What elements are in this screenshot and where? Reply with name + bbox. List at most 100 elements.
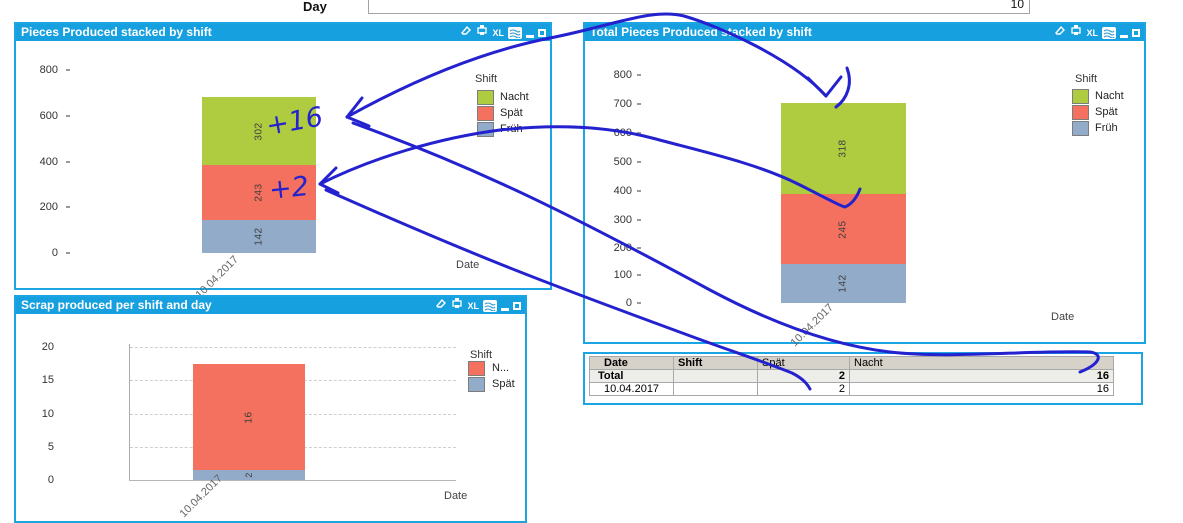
total-ytick: 600 <box>613 127 632 139</box>
pieces-legend-label-frueh: Früh <box>500 123 523 135</box>
window-scrap-table: Date Shift Spät Nacht Total 2 16 10.04.2… <box>583 352 1143 405</box>
window-scrap-title: Scrap produced per shift and day <box>21 298 212 312</box>
maximize-icon[interactable] <box>538 28 546 37</box>
pieces-ytick: 200 <box>39 201 58 213</box>
pieces-bar-spat-value: 243 <box>253 183 265 202</box>
pieces-ytick: 600 <box>39 110 58 122</box>
total-ytick: 300 <box>613 214 632 226</box>
export-excel-icon[interactable]: XL <box>467 300 479 311</box>
minimize-icon[interactable] <box>501 307 509 311</box>
scrap-plot-area: 20 15 10 5 0 16 2 10.04.2017 Date Shift … <box>16 314 525 521</box>
chart-image-icon[interactable] <box>1102 26 1116 39</box>
table-header-spat[interactable]: Spät <box>757 356 850 370</box>
total-ytick: 0 <box>625 297 632 309</box>
table-cell-date[interactable]: 10.04.2017 <box>589 382 674 396</box>
total-legend-label-spat: Spät <box>1095 106 1118 118</box>
total-ytick: 500 <box>613 156 632 168</box>
total-bar-spat-value: 245 <box>838 219 849 239</box>
minimize-icon[interactable] <box>526 34 534 38</box>
window-scrap-caption[interactable]: Scrap produced per shift and day XL <box>16 297 525 314</box>
scrap-xaxis-label: Date <box>444 490 468 502</box>
table-total-label: Total <box>589 369 674 383</box>
total-bar-frueh-value: 142 <box>838 274 849 293</box>
total-xaxis-label: Date <box>1051 311 1075 323</box>
window-total-caption[interactable]: Total Pieces Produced stacked by shift X… <box>585 24 1144 41</box>
scrap-x-axis-line <box>129 480 456 481</box>
total-bar-nacht-value: 318 <box>838 139 849 158</box>
scrap-ytick: 15 <box>41 374 54 386</box>
scrap-legend-swatch-nacht <box>468 361 485 376</box>
window-pieces-produced: Pieces Produced stacked by shift XL 800 … <box>14 22 552 301</box>
pieces-ytick: 800 <box>39 64 58 76</box>
table-total-shift <box>673 369 758 383</box>
pieces-bar-frueh[interactable]: 142 <box>202 220 316 253</box>
table-total-row: Total 2 16 <box>589 369 1114 383</box>
clear-selections-icon[interactable] <box>460 24 472 41</box>
pieces-xtick-date: 10.04.2017 <box>193 253 241 301</box>
scrap-bar-nacht-value: 16 <box>243 410 255 424</box>
window-scrap: Scrap produced per shift and day XL 20 1… <box>14 295 527 523</box>
day-filter-input[interactable] <box>368 0 1030 14</box>
pieces-bar-spat[interactable]: 243 <box>202 165 316 220</box>
chart-image-icon[interactable] <box>483 299 497 312</box>
pieces-xaxis-label: Date <box>456 259 480 271</box>
maximize-icon[interactable] <box>1132 28 1140 37</box>
scrap-bar-nacht[interactable]: 16 <box>193 364 305 470</box>
chart-image-icon[interactable] <box>508 26 522 39</box>
scrap-y-axis-line <box>129 344 130 480</box>
table-total-spat: 2 <box>757 369 850 383</box>
pieces-legend-swatch-frueh <box>477 122 494 137</box>
total-bar-nacht[interactable]: 318 <box>781 103 906 194</box>
export-excel-icon[interactable]: XL <box>492 27 504 38</box>
pieces-ytick: 0 <box>51 247 58 259</box>
total-bar-frueh[interactable]: 142 <box>781 264 906 303</box>
total-ytick: 700 <box>613 98 632 110</box>
printer-icon[interactable] <box>476 24 488 41</box>
table-cell-nacht[interactable]: 16 <box>849 382 1114 396</box>
total-bar-spat[interactable]: 245 <box>781 194 906 264</box>
table-header-nacht[interactable]: Nacht <box>849 356 1114 370</box>
table-header-shift[interactable]: Shift <box>673 356 758 370</box>
table-cell-shift[interactable] <box>673 382 758 396</box>
total-legend-swatch-spat <box>1072 105 1089 120</box>
table-cell-spat[interactable]: 2 <box>757 382 850 396</box>
minimize-icon[interactable] <box>1120 34 1128 38</box>
total-legend-label-frueh: Früh <box>1095 122 1118 134</box>
scrap-bar-spat-value: 2 <box>243 472 254 478</box>
table-header-date[interactable]: Date <box>589 356 674 370</box>
scrap-bar-spat[interactable]: 2 <box>193 470 305 480</box>
clear-selections-icon[interactable] <box>1054 24 1066 41</box>
pieces-legend-swatch-spat <box>477 106 494 121</box>
pieces-plot-area: 800 600 400 200 0 302 243 142 10.04.2017… <box>16 41 550 301</box>
scrap-table: Date Shift Spät Nacht Total 2 16 10.04.2… <box>589 356 1114 396</box>
total-ytick: 100 <box>613 269 632 281</box>
printer-icon[interactable] <box>1070 24 1082 41</box>
table-data-row: 10.04.2017 2 16 <box>589 382 1114 396</box>
pieces-bar-frueh-value: 142 <box>253 227 265 246</box>
table-total-nacht: 16 <box>849 369 1114 383</box>
export-excel-icon[interactable]: XL <box>1086 27 1098 38</box>
total-legend-swatch-nacht <box>1072 89 1089 104</box>
pieces-legend-label-nacht: Nacht <box>500 91 529 103</box>
scrap-ytick: 10 <box>41 408 54 420</box>
pieces-legend-title: Shift <box>474 73 497 85</box>
pieces-ytick: 400 <box>39 156 58 168</box>
total-ytick: 400 <box>613 185 632 197</box>
scrap-legend-label-nacht: N... <box>492 362 510 374</box>
pieces-legend-label-spat: Spät <box>500 107 523 119</box>
window-pieces-caption[interactable]: Pieces Produced stacked by shift XL <box>16 24 550 41</box>
scrap-ytick: 20 <box>41 341 54 353</box>
table-header-row: Date Shift Spät Nacht <box>589 356 1114 370</box>
pieces-legend-swatch-nacht <box>477 90 494 105</box>
window-total-title: Total Pieces Produced stacked by shift <box>590 25 812 39</box>
clear-selections-icon[interactable] <box>435 297 447 314</box>
pieces-bar-nacht-value: 302 <box>253 121 265 141</box>
total-ytick: 800 <box>613 69 632 81</box>
total-legend-title: Shift <box>1074 73 1097 85</box>
maximize-icon[interactable] <box>513 301 521 310</box>
pieces-bar-nacht[interactable]: 302 <box>202 97 316 165</box>
total-ytick: 200 <box>613 242 632 254</box>
printer-icon[interactable] <box>451 297 463 314</box>
scrap-legend-swatch-spat <box>468 377 485 392</box>
day-filter-label: Day <box>303 0 327 14</box>
